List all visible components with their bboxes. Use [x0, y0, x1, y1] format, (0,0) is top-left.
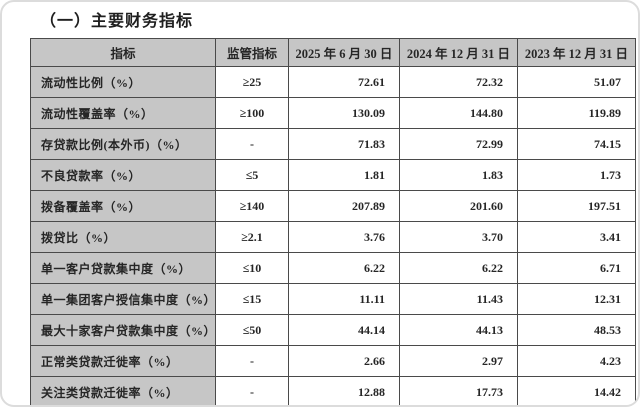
table-row: 拨贷比（%） ≥2.1 3.76 3.70 3.41: [30, 221, 636, 253]
indicator-cell: 拨贷比（%）: [30, 221, 216, 253]
regulatory-threshold-cell: ≤5: [215, 159, 289, 191]
table-row: 流动性比例（%） ≥25 72.61 72.32 51.07: [30, 66, 636, 98]
table-row: 存贷款比例(本外币)（%） -71.83 72.99 74.15: [30, 128, 636, 160]
value-2023-cell: 12.31: [517, 283, 636, 315]
financial-indicators-table: 指标 监管指标 2025 年 6 月 30 日 2024 年 12 月 31 日…: [30, 38, 636, 405]
indicator-cell: 单一集团客户授信集中度（%）: [30, 283, 216, 315]
value-2025-cell: 1.81: [288, 159, 400, 191]
value-2023-cell: 51.07: [517, 66, 636, 98]
value-2025-cell: 44.14: [288, 314, 400, 346]
value-2023-cell: 119.89: [517, 97, 636, 129]
value-2025-cell: 130.09: [288, 97, 400, 129]
value-2025-cell: 2.66: [288, 345, 400, 377]
indicator-cell: 流动性比例（%）: [30, 66, 216, 98]
value-2025-cell: 71.83: [288, 128, 400, 160]
value-2025-cell: 207.89: [288, 190, 400, 222]
value-2023-cell: 74.15: [517, 128, 636, 160]
regulatory-threshold-cell: -: [215, 345, 289, 377]
value-2024-cell: 44.13: [399, 314, 518, 346]
regulatory-threshold-cell: -: [215, 376, 289, 405]
table-row: 流动性覆盖率（%） ≥100 130.09 144.80 119.89: [30, 97, 636, 129]
table-header: 指标 监管指标 2025 年 6 月 30 日 2024 年 12 月 31 日…: [30, 38, 636, 67]
value-2024-cell: 72.32: [399, 66, 518, 98]
value-2023-cell: 197.51: [517, 190, 636, 222]
value-2023-cell: 1.73: [517, 159, 636, 191]
regulatory-threshold-cell: ≥2.1: [215, 221, 289, 253]
value-2023-cell: 14.42: [517, 376, 636, 405]
value-2024-cell: 144.80: [399, 97, 518, 129]
table-row: 关注类贷款迁徙率（%） -12.88 17.73 14.42: [30, 376, 636, 405]
table-row: 单一客户贷款集中度（%） ≤10 6.22 6.22 6.71: [30, 252, 636, 284]
value-2024-cell: 2.97: [399, 345, 518, 377]
regulatory-threshold-cell: ≤10: [215, 252, 289, 284]
regulatory-threshold-cell: ≥100: [215, 97, 289, 129]
value-2023-cell: 48.53: [517, 314, 636, 346]
regulatory-threshold-cell: ≤50: [215, 314, 289, 346]
regulatory-threshold-cell: ≤15: [215, 283, 289, 315]
value-2025-cell: 3.76: [288, 221, 400, 253]
indicator-cell: 流动性覆盖率（%）: [30, 97, 216, 129]
header-date-2023: 2023 年 12 月 31 日: [517, 38, 636, 67]
value-2024-cell: 11.43: [399, 283, 518, 315]
value-2024-cell: 72.99: [399, 128, 518, 160]
table-row: 不良贷款率（%） ≤5 1.81 1.83 1.73: [30, 159, 636, 191]
header-indicator: 指标: [30, 38, 216, 67]
indicator-cell: 关注类贷款迁徙率（%）: [30, 376, 216, 405]
value-2024-cell: 17.73: [399, 376, 518, 405]
value-2023-cell: 4.23: [517, 345, 636, 377]
value-2025-cell: 6.22: [288, 252, 400, 284]
page-title: （一）主要财务指标: [40, 13, 194, 30]
regulatory-threshold-cell: -: [215, 128, 289, 160]
header-date-2024: 2024 年 12 月 31 日: [399, 38, 518, 67]
table-header-row: 指标 监管指标 2025 年 6 月 30 日 2024 年 12 月 31 日…: [30, 38, 636, 67]
indicator-cell: 最大十家客户贷款集中度（%）: [30, 314, 216, 346]
regulatory-threshold-cell: ≥25: [215, 66, 289, 98]
value-2025-cell: 12.88: [288, 376, 400, 405]
value-2025-cell: 72.61: [288, 66, 400, 98]
regulatory-threshold-cell: ≥140: [215, 190, 289, 222]
indicator-cell: 拨备覆盖率（%）: [30, 190, 216, 222]
value-2024-cell: 1.83: [399, 159, 518, 191]
indicator-cell: 单一客户贷款集中度（%）: [30, 252, 216, 284]
value-2024-cell: 3.70: [399, 221, 518, 253]
header-regulatory: 监管指标: [215, 38, 289, 67]
table-row: 最大十家客户贷款集中度（%） ≤50 44.14 44.13 48.53: [30, 314, 636, 346]
table-row: 正常类贷款迁徙率（%） -2.66 2.97 4.23: [30, 345, 636, 377]
table-row: 拨备覆盖率（%） ≥140 207.89 201.60 197.51: [30, 190, 636, 222]
value-2024-cell: 201.60: [399, 190, 518, 222]
table-body: 流动性比例（%） ≥25 72.61 72.32 51.07 流动性覆盖率（%） ≥100 1…: [30, 66, 636, 405]
table-row: 单一集团客户授信集中度（%） ≤15 11.11 11.43 12.31: [30, 283, 636, 315]
value-2023-cell: 6.71: [517, 252, 636, 284]
value-2023-cell: 3.41: [517, 221, 636, 253]
indicator-cell: 存贷款比例(本外币)（%）: [30, 128, 216, 160]
indicator-cell: 正常类贷款迁徙率（%）: [30, 345, 216, 377]
value-2025-cell: 11.11: [288, 283, 400, 315]
value-2024-cell: 6.22: [399, 252, 518, 284]
header-date-2025: 2025 年 6 月 30 日: [288, 38, 400, 67]
indicator-cell: 不良贷款率（%）: [30, 159, 216, 191]
